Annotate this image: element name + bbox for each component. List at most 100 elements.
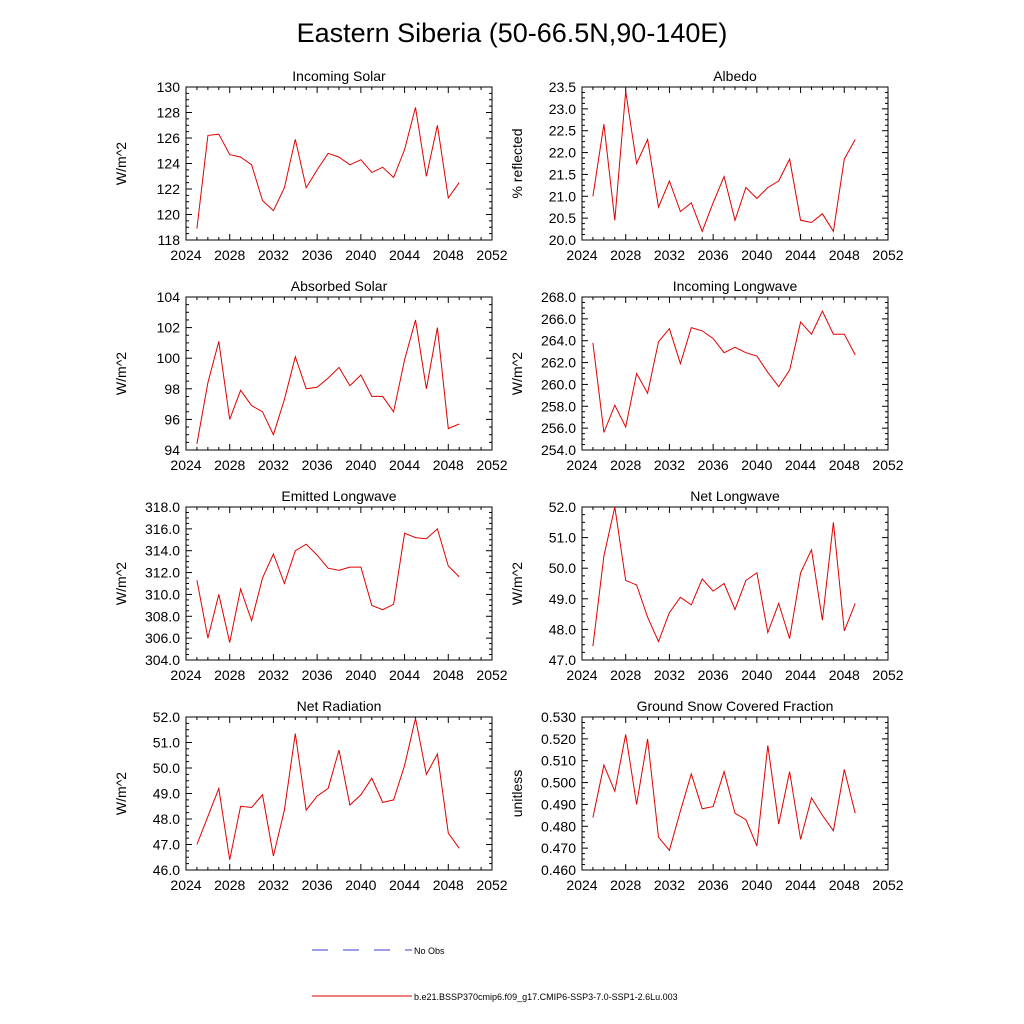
panel-ground-snow-covered-fraction: Ground Snow Covered Fraction unitless 2024… <box>509 698 904 893</box>
y-tick-label: 118 <box>158 232 181 248</box>
y-axis-label: W/m^2 <box>113 772 129 815</box>
panel-net-radiation: Net Radiation W/m^2 2024 2028 2032 2036 2040 20… <box>113 698 508 893</box>
x-tick-label: 2040 <box>741 457 772 473</box>
y-tick-label: 102 <box>157 320 181 336</box>
x-tick-label: 2036 <box>698 877 729 893</box>
x-tick-label: 2028 <box>214 877 245 893</box>
y-axis-label: W/m^2 <box>509 562 525 605</box>
x-tick-label: 2044 <box>785 667 816 683</box>
x-tick-label: 2040 <box>345 877 376 893</box>
x-tick-label: 2028 <box>610 667 641 683</box>
y-tick-label: 48.0 <box>153 811 180 827</box>
panel-incoming-longwave: Incoming Longwave W/m^2 2024 2028 2032 2036 20… <box>509 278 904 473</box>
series-line-net-longwave <box>592 506 856 647</box>
x-tick-label: 2024 <box>170 247 201 263</box>
y-tick-label: 0.500 <box>541 775 576 791</box>
y-tick-label: 96 <box>164 411 180 427</box>
x-tick-label: 2048 <box>829 877 860 893</box>
y-tick-label: 318.0 <box>145 499 180 515</box>
y-tick-label: 49.0 <box>549 591 576 607</box>
x-tick-label: 2032 <box>654 667 685 683</box>
y-tick-label: 130 <box>157 79 181 95</box>
y-tick-label: 47.0 <box>549 652 576 668</box>
x-tick-label: 2048 <box>433 877 464 893</box>
x-tick-label: 2044 <box>785 877 816 893</box>
y-tick-label: 0.510 <box>541 753 576 769</box>
x-tick-label: 2028 <box>214 457 245 473</box>
y-tick-label: 126 <box>157 130 181 146</box>
y-tick-label: 94 <box>164 442 180 458</box>
legend-label: b.e21.BSSP370cmip6.f09_g17.CMIP6-SSP3-7.… <box>414 992 678 1002</box>
y-tick-label: 0.490 <box>541 796 576 812</box>
y-tick-label: 20.0 <box>549 232 576 248</box>
panel-title: Ground Snow Covered Fraction <box>637 698 834 714</box>
figure-title: Eastern Siberia (50-66.5N,90-140E) <box>297 18 728 48</box>
y-tick-label: 312.0 <box>145 565 180 581</box>
x-tick-label: 2040 <box>741 877 772 893</box>
y-tick-label: 256.0 <box>541 420 576 436</box>
x-tick-label: 2052 <box>476 247 507 263</box>
y-tick-label: 120 <box>157 207 181 223</box>
y-tick-label: 100 <box>157 350 181 366</box>
x-tick-label: 2032 <box>654 877 685 893</box>
y-axis-label: unitless <box>509 770 525 817</box>
y-tick-label: 258.0 <box>541 398 576 414</box>
plot-frame <box>185 296 493 451</box>
y-tick-label: 21.0 <box>549 188 576 204</box>
panel-emitted-longwave: Emitted Longwave W/m^2 2024 2028 2032 2036 204… <box>113 488 508 683</box>
panel-net-longwave: Net Longwave W/m^2 2024 2028 2032 2036 2040 204… <box>509 488 904 683</box>
x-tick-label: 2052 <box>476 457 507 473</box>
x-tick-label: 2036 <box>698 247 729 263</box>
y-tick-label: 266.0 <box>541 311 576 327</box>
y-tick-label: 49.0 <box>153 786 180 802</box>
y-tick-label: 52.0 <box>153 709 180 725</box>
x-tick-label: 2024 <box>170 877 201 893</box>
x-tick-label: 2052 <box>872 457 903 473</box>
plot-frame <box>185 506 493 661</box>
x-tick-label: 2024 <box>170 667 201 683</box>
y-tick-label: 268.0 <box>541 289 576 305</box>
x-tick-label: 2052 <box>476 877 507 893</box>
y-tick-label: 308.0 <box>145 608 180 624</box>
y-axis-label: W/m^2 <box>113 562 129 605</box>
x-tick-label: 2024 <box>566 247 597 263</box>
y-tick-label: 254.0 <box>541 442 576 458</box>
y-axis-label: W/m^2 <box>113 352 129 395</box>
x-tick-label: 2044 <box>389 457 420 473</box>
y-tick-label: 51.0 <box>549 530 576 546</box>
x-tick-label: 2032 <box>654 457 685 473</box>
x-tick-label: 2028 <box>610 877 641 893</box>
panel-absorbed-solar: Absorbed Solar W/m^2 2024 2028 2032 2036 2040 2… <box>113 278 508 473</box>
y-axis-label: W/m^2 <box>113 142 129 185</box>
y-tick-label: 124 <box>157 156 181 172</box>
x-tick-label: 2048 <box>829 247 860 263</box>
x-tick-label: 2044 <box>785 457 816 473</box>
x-tick-label: 2052 <box>476 667 507 683</box>
x-tick-label: 2036 <box>698 667 729 683</box>
y-tick-label: 98 <box>164 381 180 397</box>
x-tick-label: 2052 <box>872 247 903 263</box>
x-tick-label: 2032 <box>258 667 289 683</box>
x-tick-label: 2036 <box>302 247 333 263</box>
x-tick-label: 2024 <box>170 457 201 473</box>
y-tick-label: 0.460 <box>541 862 576 878</box>
y-tick-label: 310.0 <box>145 586 180 602</box>
y-tick-label: 46.0 <box>153 862 180 878</box>
y-tick-label: 0.520 <box>541 731 576 747</box>
y-tick-label: 122 <box>157 181 181 197</box>
plot-frame <box>581 506 889 661</box>
x-tick-label: 2048 <box>829 667 860 683</box>
y-tick-label: 47.0 <box>153 837 180 853</box>
x-tick-label: 2040 <box>345 457 376 473</box>
x-tick-label: 2052 <box>872 877 903 893</box>
y-tick-label: 316.0 <box>145 521 180 537</box>
x-tick-label: 2048 <box>433 247 464 263</box>
x-tick-label: 2028 <box>214 247 245 263</box>
panel-incoming-solar: Incoming Solar W/m^2 2024 2028 2032 2036 2040 2… <box>113 68 508 263</box>
x-tick-label: 2028 <box>214 667 245 683</box>
y-tick-label: 306.0 <box>145 630 180 646</box>
y-tick-label: 128 <box>157 105 181 121</box>
x-tick-label: 2044 <box>389 877 420 893</box>
x-tick-label: 2032 <box>654 247 685 263</box>
x-tick-label: 2044 <box>785 247 816 263</box>
